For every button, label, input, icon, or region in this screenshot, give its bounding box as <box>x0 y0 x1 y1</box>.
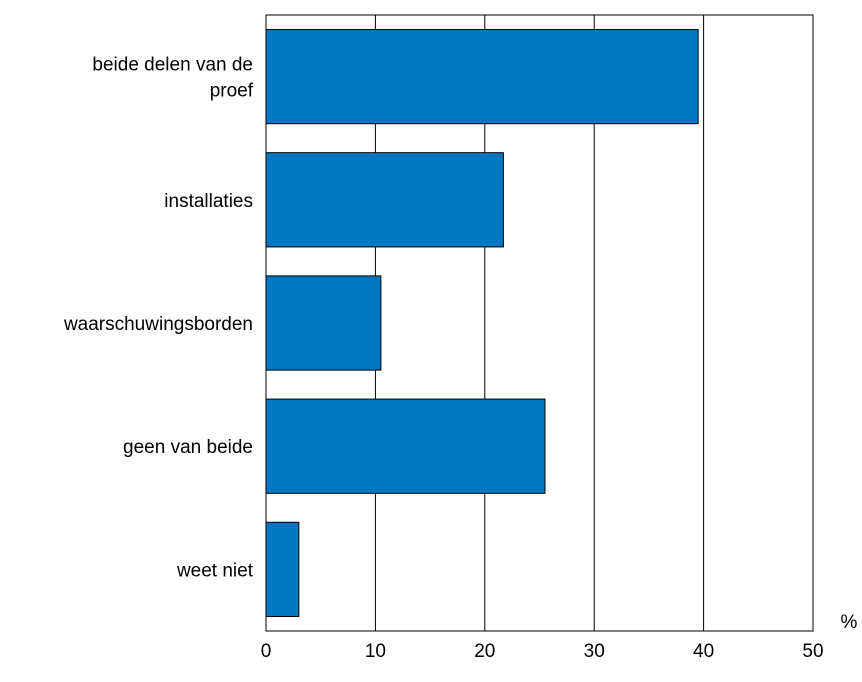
category-label-4: weet niet <box>176 560 254 581</box>
category-label-1: installaties <box>164 191 253 212</box>
category-label-layer: beide delen van de proef installaties waars… <box>63 55 254 582</box>
category-label-2: waarschuwingsborden <box>63 314 253 335</box>
plot-area-frame <box>265 14 814 632</box>
category-label-0-line-1: proef <box>210 81 254 102</box>
x-tick-label-0: 0 <box>261 641 272 662</box>
x-tick-label-layer: 0 10 20 30 40 50 <box>261 641 824 662</box>
bar-4 <box>265 521 300 618</box>
bar-1 <box>265 152 504 248</box>
bar-2 <box>265 275 382 371</box>
unit-label: % <box>841 612 858 633</box>
bar-layer <box>265 28 699 618</box>
x-tick-label-20: 20 <box>474 641 495 662</box>
x-tick-label-50: 50 <box>802 641 823 662</box>
x-tick-label-40: 40 <box>693 641 714 662</box>
category-label-3: geen van beide <box>123 437 253 458</box>
x-tick-label-30: 30 <box>584 641 605 662</box>
bar-0 <box>265 28 699 125</box>
x-tick-label-10: 10 <box>365 641 386 662</box>
category-label-0-line-0: beide delen van de <box>92 55 253 76</box>
bar-3 <box>265 398 546 494</box>
